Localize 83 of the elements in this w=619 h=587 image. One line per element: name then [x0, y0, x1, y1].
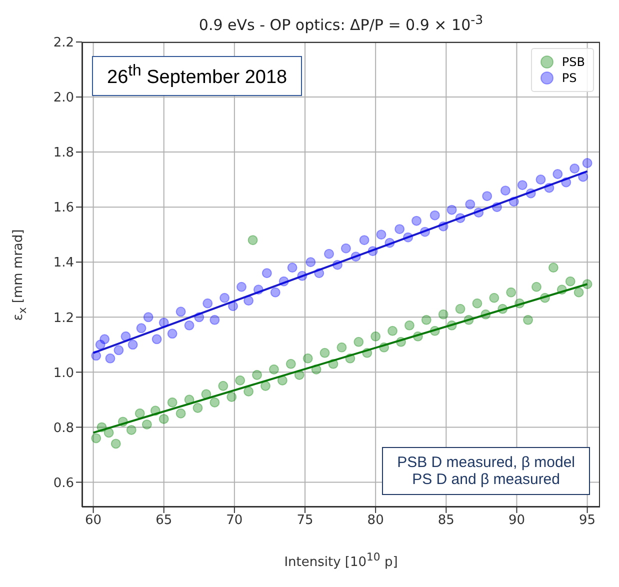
point — [152, 334, 162, 344]
point — [359, 235, 370, 246]
point — [158, 318, 169, 328]
x-tick-label: 85 — [438, 513, 454, 528]
y-tick-label: 0.6 — [53, 476, 74, 491]
point — [482, 191, 492, 202]
point — [297, 270, 308, 281]
point — [128, 340, 138, 350]
chart-title: 0.9 eVs - OP optics: ΔP/P = 0.9 × 10$^{-3}$ — [198, 12, 484, 34]
point — [91, 350, 102, 361]
point — [306, 257, 316, 268]
point — [340, 243, 351, 254]
annotation: 26$^{th}$ September 2018 — [107, 63, 288, 88]
point — [324, 248, 334, 259]
point — [536, 174, 546, 185]
point — [376, 230, 386, 240]
point — [430, 210, 440, 220]
x-axis-title: Intensity [10$^{10}$ p] — [284, 551, 398, 570]
point — [412, 216, 422, 226]
point — [262, 268, 272, 278]
y-tick-label: 1.6 — [53, 200, 74, 216]
x-tick-label: 60 — [85, 513, 102, 528]
point — [465, 199, 476, 210]
point — [578, 172, 588, 182]
point — [526, 188, 536, 198]
y-tick-label: 1.8 — [53, 146, 74, 161]
point — [403, 232, 414, 242]
point — [508, 196, 519, 207]
point — [244, 296, 254, 306]
point — [582, 158, 592, 168]
y-tick-label: 2.0 — [53, 90, 74, 106]
point — [253, 284, 264, 295]
point — [455, 213, 466, 224]
point — [236, 282, 247, 292]
point — [350, 252, 361, 262]
point — [143, 312, 154, 322]
point — [544, 182, 554, 193]
point — [517, 180, 528, 190]
x-tick-label: 65 — [156, 513, 172, 528]
point — [176, 306, 186, 317]
point — [561, 177, 572, 188]
point — [552, 169, 563, 180]
point — [570, 164, 580, 174]
point — [136, 323, 146, 334]
point — [278, 276, 289, 286]
point — [210, 314, 220, 325]
legend-label: PS — [562, 71, 577, 85]
point — [438, 221, 448, 232]
point — [202, 298, 213, 308]
point — [500, 186, 510, 196]
point — [384, 238, 395, 248]
point — [105, 353, 116, 364]
annotation: PSB D measured, β model — [397, 454, 575, 471]
x-tick-label: 75 — [296, 513, 314, 528]
point — [100, 334, 110, 344]
point — [184, 320, 194, 330]
point — [120, 331, 131, 342]
annotation: PS D and β measured — [412, 471, 560, 488]
point — [220, 292, 230, 303]
y-tick-label: 1.2 — [53, 310, 74, 326]
x-tick-label: 80 — [367, 513, 384, 528]
point — [167, 328, 178, 339]
point — [368, 246, 378, 256]
x-tick-label: 95 — [579, 513, 596, 528]
point — [420, 226, 430, 237]
x-tick-label: 90 — [508, 513, 525, 528]
point — [332, 260, 342, 270]
point — [474, 208, 484, 218]
point — [446, 204, 457, 215]
point — [270, 287, 280, 298]
point — [394, 224, 405, 234]
y-tick-label: 1.4 — [53, 256, 74, 271]
point — [314, 268, 324, 278]
point — [287, 262, 298, 273]
point — [492, 202, 502, 212]
point — [194, 312, 204, 322]
point — [228, 301, 238, 312]
x-tick-label: 70 — [226, 513, 243, 528]
legend-label: PSB — [562, 55, 585, 69]
point — [114, 345, 124, 356]
y-tick-label: 0.8 — [53, 420, 74, 436]
y-tick-label: 2.2 — [53, 36, 74, 51]
y-tick-label: 1.0 — [53, 366, 74, 381]
